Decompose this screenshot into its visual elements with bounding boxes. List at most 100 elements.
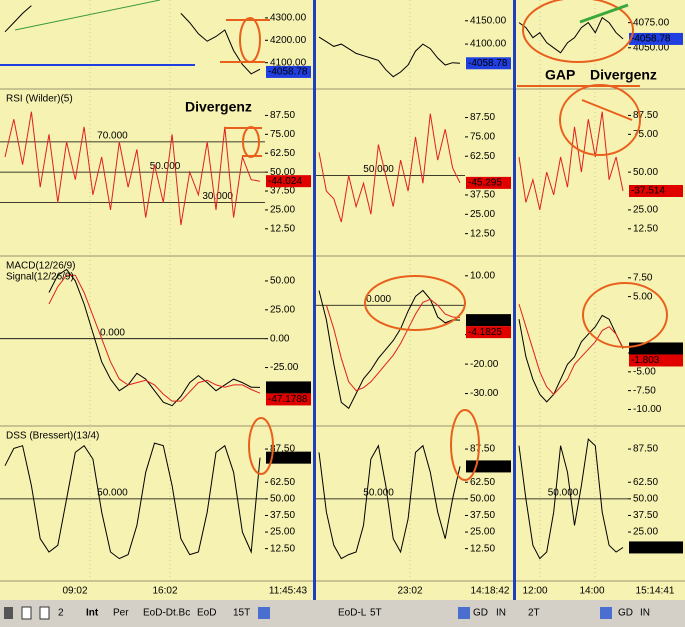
- series-line: [318, 289, 461, 410]
- toolbar-item[interactable]: GD: [618, 608, 633, 619]
- y-tick-label: 62.50: [470, 151, 495, 162]
- level-label: 70.000: [97, 131, 128, 142]
- y-tick-label: 62.50: [470, 477, 495, 488]
- y-tick-label: 50.00: [270, 276, 295, 287]
- level-label: 50.000: [363, 164, 394, 175]
- toolbar-item[interactable]: 2T: [528, 608, 540, 619]
- y-tick-label: -7.50: [633, 385, 656, 396]
- y-tick-label: 37.50: [270, 186, 295, 197]
- panel: 50.00 25.00 0.00 -25.00 0.000 MACD(12/26/9)Si…: [0, 261, 313, 427]
- toolbar-item[interactable]: IN: [496, 608, 506, 619]
- series-line: [4, 5, 261, 75]
- value-box: [266, 393, 311, 406]
- series-line: [4, 111, 261, 226]
- toolbar-item[interactable]: GD: [473, 608, 488, 619]
- series-line: [318, 113, 461, 223]
- y-tick-label: -25.00: [270, 362, 299, 373]
- toolbar-item[interactable]: 2: [58, 608, 64, 619]
- series-line: [518, 314, 624, 403]
- time-label: 14:18:42: [471, 586, 510, 597]
- icon[interactable]: [21, 606, 32, 620]
- y-tick-label: 4150.00: [470, 15, 507, 26]
- legend-entry: MACD(12/26/9): [6, 261, 75, 272]
- y-tick-label: 37.50: [633, 510, 658, 521]
- time-label: 14:00: [579, 586, 604, 597]
- value-box: [466, 176, 511, 189]
- y-tick-label: 37.50: [470, 510, 495, 521]
- y-tick-label: 4300.00: [270, 13, 307, 24]
- value-box: [266, 65, 311, 78]
- value-label: -4058.78: [268, 67, 308, 78]
- toolbar-item[interactable]: EoD-Dt.Bc: [143, 608, 190, 619]
- series-line: [518, 438, 624, 560]
- toolbar-item[interactable]: 5T: [370, 608, 382, 619]
- mark-ellipse: [239, 17, 261, 63]
- toolbar-item[interactable]: EoD: [197, 608, 216, 619]
- icon[interactable]: [4, 607, 13, 619]
- grid: [89, 0, 596, 580]
- time-label: 12:00: [522, 586, 547, 597]
- series-line: [325, 298, 461, 392]
- series-line: [48, 274, 261, 402]
- toolbar-item[interactable]: Per: [113, 608, 129, 619]
- mark-ellipse: [450, 409, 480, 481]
- value-box: [629, 541, 683, 554]
- level-label: 50.000: [363, 487, 394, 498]
- y-tick-label: 12.50: [270, 223, 295, 234]
- y-tick-label: 75.00: [633, 129, 658, 140]
- y-tick-label: 25.00: [470, 527, 495, 538]
- level-label: 0.000: [100, 327, 125, 338]
- panels: 4300.004200.004100.00-4058.7887.5075.006…: [0, 5, 685, 582]
- toolbar-item[interactable]: EoD-L: [338, 608, 367, 619]
- y-tick-label: 50.00: [633, 167, 658, 178]
- y-tick-label: 25.00: [270, 527, 295, 538]
- toolbar-item[interactable]: Int: [86, 608, 99, 619]
- panel: 87.50 75.00 62.50 37.50 25.00 12.50 50.000 -45.…: [314, 112, 513, 257]
- value-label: -42.1999: [268, 382, 308, 393]
- series-line: [48, 268, 261, 407]
- y-tick-label: 87.50: [470, 112, 495, 123]
- y-tick-label: 87.50: [633, 444, 658, 455]
- y-tick-label: 7.50: [633, 272, 653, 283]
- y-tick-label: 50.00: [270, 167, 295, 178]
- level-label: 50.000: [548, 487, 579, 498]
- value-label: -1.894: [631, 343, 660, 354]
- icon[interactable]: [600, 607, 612, 619]
- toolbar-item[interactable]: 15T: [233, 608, 250, 619]
- icon[interactable]: [458, 607, 470, 619]
- value-box: [266, 451, 311, 464]
- y-tick-label: 75.00: [270, 129, 295, 140]
- y-tick-label: 62.50: [270, 148, 295, 159]
- y-tick-label: 5.00: [633, 291, 653, 302]
- y-tick-label: 37.50: [270, 510, 295, 521]
- icon[interactable]: [39, 606, 50, 620]
- y-tick-label: 75.00: [470, 132, 495, 143]
- panel-title: DSS (Bressert)(13/4): [6, 431, 99, 442]
- level-label: 50.000: [150, 161, 181, 172]
- value-box: [629, 184, 683, 197]
- y-tick-label: 0.00: [270, 333, 290, 344]
- icon[interactable]: [258, 607, 270, 619]
- y-tick-label: 87.50: [270, 444, 295, 455]
- time-label: 15:14:41: [636, 586, 675, 597]
- panel: 87.50 62.50 50.00 37.50 25.00 12.50 50.000 -74.…: [314, 444, 513, 582]
- panel: 7.505.00-2.50-5.00-7.50-10.00-1.894-1.80…: [514, 272, 685, 427]
- y-tick-label: -10.00: [633, 404, 662, 415]
- y-tick-label: -30.00: [470, 388, 499, 399]
- value-label: -1.803: [631, 355, 660, 366]
- value-label: -74.419: [468, 461, 502, 472]
- toolbar-icons: [4, 606, 612, 620]
- toolbar-item[interactable]: IN: [640, 608, 650, 619]
- trend-line: [14, 0, 161, 31]
- panel: 87.50 62.50 50.00 37.50 25.00 50.000 -13.414: [514, 438, 685, 582]
- panel: 10.00-10.00-20.00-30.000.000-5.0624-4.18…: [314, 270, 513, 427]
- value-box: [266, 381, 311, 394]
- annotation: Divergenz: [590, 67, 657, 83]
- y-tick-label: 4200.00: [270, 35, 307, 46]
- y-tick-label: 87.50: [270, 110, 295, 121]
- time-label: 23:02: [397, 586, 422, 597]
- value-label: -45.295: [468, 178, 502, 189]
- y-tick-label: 25.00: [470, 209, 495, 220]
- panel: 4300.00 4200.00 4100.00-4058.78: [0, 5, 313, 90]
